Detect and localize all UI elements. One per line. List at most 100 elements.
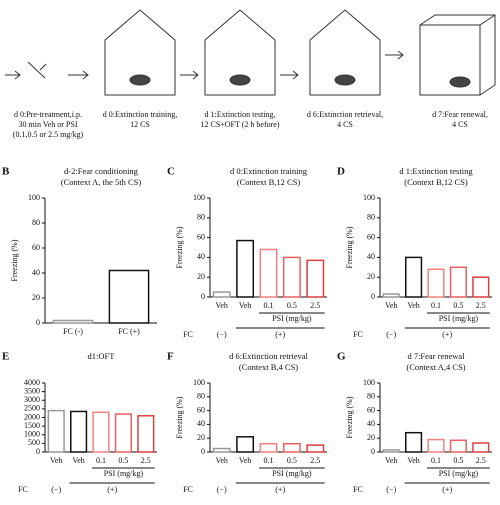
bar	[47, 409, 65, 453]
factor-label: FC	[353, 330, 363, 339]
y-tick-label: 40	[197, 252, 205, 261]
chamber	[309, 9, 381, 96]
y-tick-label: 2500	[24, 404, 40, 413]
mouse	[129, 74, 151, 86]
y-tick-label: 80	[197, 213, 205, 222]
x-tick-label: 0.1	[264, 301, 274, 310]
bar	[236, 436, 255, 453]
x-tick-label: 0.5	[118, 456, 128, 465]
panel-subtitle: (Context B,4 CS)	[239, 362, 298, 372]
x-tick-label: 0.5	[287, 456, 297, 465]
y-tick-label: 60	[367, 232, 375, 241]
y-tick-label: 20	[32, 293, 40, 302]
x-tick-label: 2.5	[476, 301, 486, 310]
x-tick-label: 2.5	[141, 456, 151, 465]
y-tick-label: 4000	[24, 378, 40, 387]
panel-title: d 7:Fear renewal	[407, 351, 465, 361]
y-tick-label: 1000	[24, 430, 40, 439]
y-tick-label: 3000	[24, 395, 40, 404]
x-tick-label: 2.5	[310, 456, 320, 465]
timeline-text: (0.1,0.5 or 2.5 mg/kg)	[13, 130, 84, 139]
arrow	[68, 70, 89, 80]
group-label: PSI (mg/kg)	[439, 469, 479, 478]
y-tick-label: 40	[197, 419, 205, 428]
chamber	[104, 9, 176, 96]
mouse	[449, 76, 471, 88]
x-tick-label: Veh	[215, 301, 227, 310]
y-tick-label: 60	[197, 232, 205, 241]
arrow	[385, 50, 404, 60]
y-tick-label: 80	[197, 392, 205, 401]
factor-level: (−)	[217, 485, 227, 494]
y-axis-label: Freezing (%)	[10, 239, 19, 281]
x-tick-label: 0.1	[431, 301, 441, 310]
factor-label: FC	[183, 330, 193, 339]
y-tick-label: 80	[367, 213, 375, 222]
box-chamber	[419, 14, 496, 96]
panel-subtitle: (Context B,12 CS)	[237, 177, 301, 187]
y-tick-label: 80	[32, 218, 40, 227]
syringe	[27, 61, 47, 79]
y-tick-label: 0	[36, 447, 40, 456]
x-tick-label: Veh	[385, 456, 397, 465]
factor-label: FC	[353, 485, 363, 494]
group-label: PSI (mg/kg)	[272, 314, 312, 323]
y-tick-label: 0	[201, 447, 205, 456]
factor-level: (−)	[51, 485, 61, 494]
factor-label: FC	[18, 485, 28, 494]
bar	[137, 415, 155, 453]
bar	[449, 439, 467, 453]
bar	[472, 276, 490, 298]
x-tick-label: FC (-)	[63, 327, 83, 336]
panel-title: d 6:Extinction retrieval	[229, 351, 308, 361]
x-tick-label: FC (+)	[118, 327, 140, 336]
timeline-text: 12 CS	[130, 120, 150, 129]
y-axis-label: Freezing (%)	[175, 226, 184, 268]
panel-label: F	[167, 351, 174, 363]
factor-level: (−)	[386, 330, 396, 339]
x-tick-label: Veh	[215, 456, 227, 465]
bar	[259, 442, 278, 453]
y-tick-label: 20	[367, 433, 375, 442]
group-label: PSI (mg/kg)	[272, 469, 312, 478]
factor-level: (+)	[275, 330, 285, 339]
y-tick-label: 80	[367, 392, 375, 401]
bar	[282, 442, 301, 453]
y-tick-label: 0	[201, 292, 205, 301]
bar	[212, 447, 231, 453]
y-tick-label: 40	[32, 268, 40, 277]
factor-level: (+)	[442, 330, 452, 339]
bar	[236, 239, 255, 298]
panel-title: d1:OFT	[88, 351, 116, 361]
panel-label: D	[337, 166, 345, 178]
x-tick-label: 0.5	[453, 301, 463, 310]
factor-level: (+)	[275, 485, 285, 494]
y-tick-label: 60	[197, 405, 205, 414]
x-tick-label: 0.1	[431, 456, 441, 465]
timeline-text: 12 CS+OFT (2 h before)	[200, 120, 279, 129]
x-tick-label: Veh	[72, 456, 84, 465]
y-tick-label: 3500	[24, 386, 40, 395]
y-tick-label: 20	[197, 272, 205, 281]
y-tick-label: 100	[28, 193, 40, 202]
x-tick-label: Veh	[385, 301, 397, 310]
y-tick-label: 20	[367, 272, 375, 281]
bar	[405, 256, 423, 298]
bar	[427, 268, 445, 298]
bar	[52, 319, 94, 324]
factor-level: (+)	[442, 485, 452, 494]
bar	[382, 449, 400, 453]
panel-subtitle: (Context A, the 5th CS)	[61, 177, 142, 187]
timeline-text: 30 min Veh or PSI	[19, 120, 78, 129]
bar	[472, 442, 490, 453]
y-tick-label: 100	[363, 193, 375, 202]
bar	[306, 259, 325, 298]
bar	[449, 266, 467, 298]
factor-level: (−)	[386, 485, 396, 494]
timeline-art	[5, 9, 496, 96]
x-tick-label: Veh	[407, 301, 419, 310]
y-tick-label: 60	[32, 243, 40, 252]
x-tick-label: Veh	[239, 456, 251, 465]
bar	[382, 293, 400, 298]
